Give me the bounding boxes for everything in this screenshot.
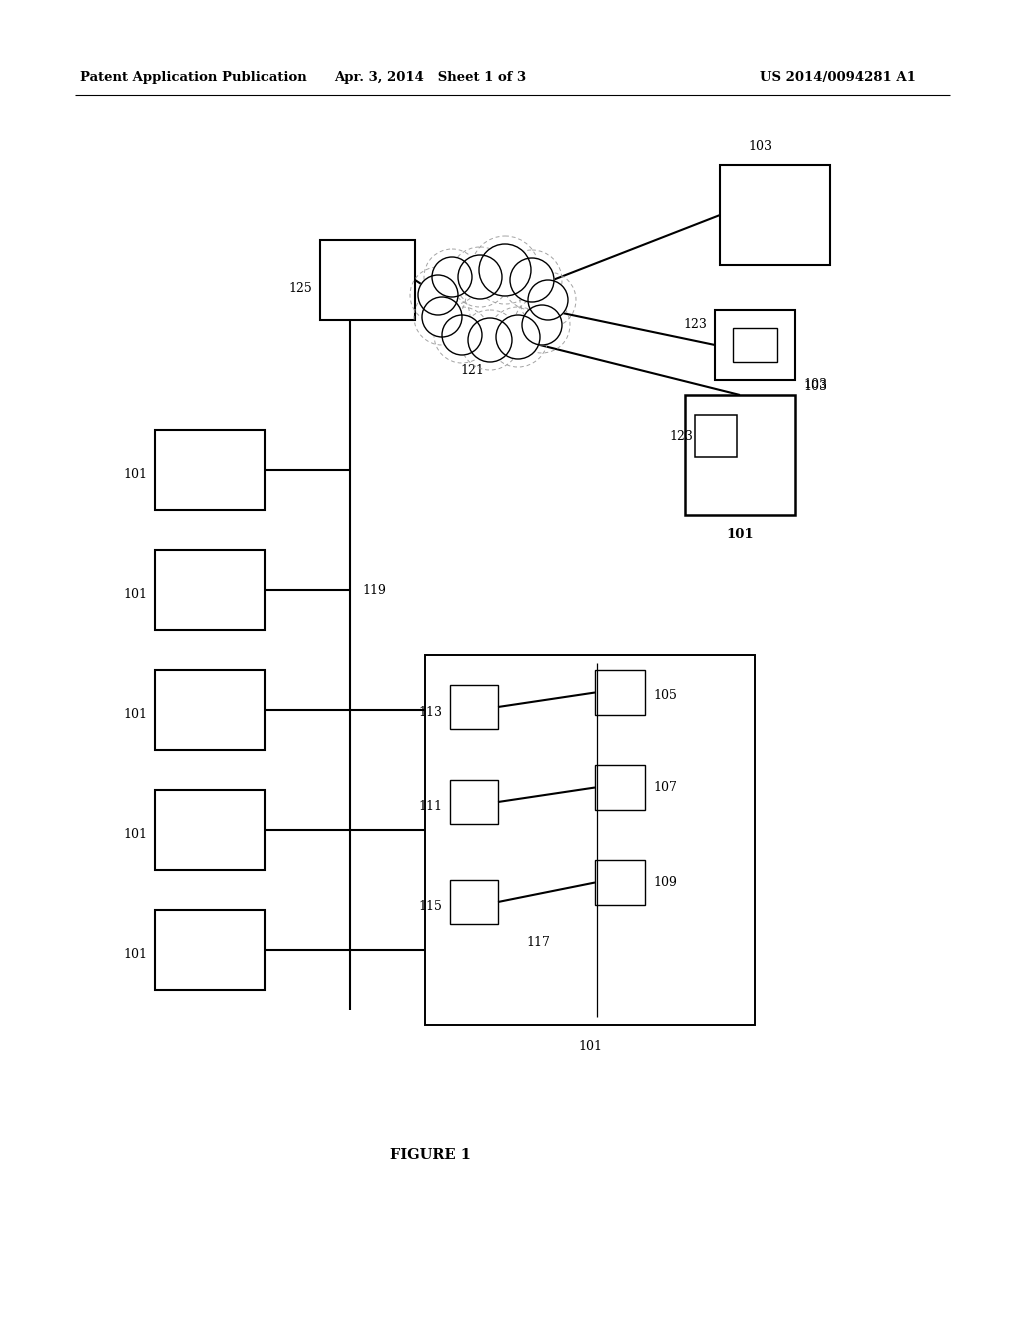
Text: Apr. 3, 2014   Sheet 1 of 3: Apr. 3, 2014 Sheet 1 of 3 bbox=[334, 71, 526, 84]
Text: 123: 123 bbox=[683, 318, 707, 331]
Bar bbox=[733, 327, 777, 362]
Text: 121: 121 bbox=[460, 363, 484, 376]
Bar bbox=[595, 861, 645, 906]
Circle shape bbox=[432, 257, 472, 297]
Bar bbox=[715, 310, 795, 380]
Bar bbox=[595, 671, 645, 715]
Text: 101: 101 bbox=[726, 528, 754, 541]
Text: 107: 107 bbox=[653, 781, 677, 795]
Text: 113: 113 bbox=[418, 705, 442, 718]
Circle shape bbox=[479, 244, 531, 296]
Bar bbox=[155, 430, 265, 510]
Text: 101: 101 bbox=[123, 829, 147, 842]
Bar bbox=[595, 766, 645, 810]
Bar bbox=[450, 780, 498, 824]
Text: 103: 103 bbox=[748, 140, 772, 153]
Text: 103: 103 bbox=[803, 379, 827, 392]
Text: Patent Application Publication: Patent Application Publication bbox=[80, 71, 307, 84]
Text: 109: 109 bbox=[653, 876, 677, 888]
Bar bbox=[450, 880, 498, 924]
Text: US 2014/0094281 A1: US 2014/0094281 A1 bbox=[760, 71, 915, 84]
Circle shape bbox=[458, 255, 502, 300]
Circle shape bbox=[510, 257, 554, 302]
Text: 103: 103 bbox=[803, 380, 827, 393]
Circle shape bbox=[496, 315, 540, 359]
Bar bbox=[720, 165, 830, 265]
Bar bbox=[425, 655, 755, 1026]
Bar bbox=[155, 909, 265, 990]
Text: 101: 101 bbox=[123, 469, 147, 482]
Text: 101: 101 bbox=[123, 589, 147, 602]
Circle shape bbox=[522, 305, 562, 345]
Circle shape bbox=[442, 315, 482, 355]
Text: 101: 101 bbox=[123, 949, 147, 961]
Bar bbox=[155, 789, 265, 870]
Text: 115: 115 bbox=[418, 900, 442, 913]
Text: 111: 111 bbox=[418, 800, 442, 813]
Bar bbox=[155, 550, 265, 630]
Text: 117: 117 bbox=[526, 936, 550, 949]
Bar bbox=[155, 671, 265, 750]
Circle shape bbox=[528, 280, 568, 319]
Text: 101: 101 bbox=[578, 1040, 602, 1053]
Circle shape bbox=[468, 318, 512, 362]
Bar bbox=[695, 414, 737, 457]
Circle shape bbox=[418, 275, 458, 315]
Text: 123: 123 bbox=[669, 429, 693, 442]
Text: 119: 119 bbox=[362, 583, 386, 597]
Bar bbox=[450, 685, 498, 729]
Text: 105: 105 bbox=[653, 689, 677, 702]
Text: FIGURE 1: FIGURE 1 bbox=[389, 1148, 470, 1162]
Text: 125: 125 bbox=[288, 281, 312, 294]
Bar bbox=[319, 240, 415, 319]
Bar bbox=[685, 395, 795, 515]
Circle shape bbox=[422, 297, 462, 337]
Text: 101: 101 bbox=[123, 709, 147, 722]
